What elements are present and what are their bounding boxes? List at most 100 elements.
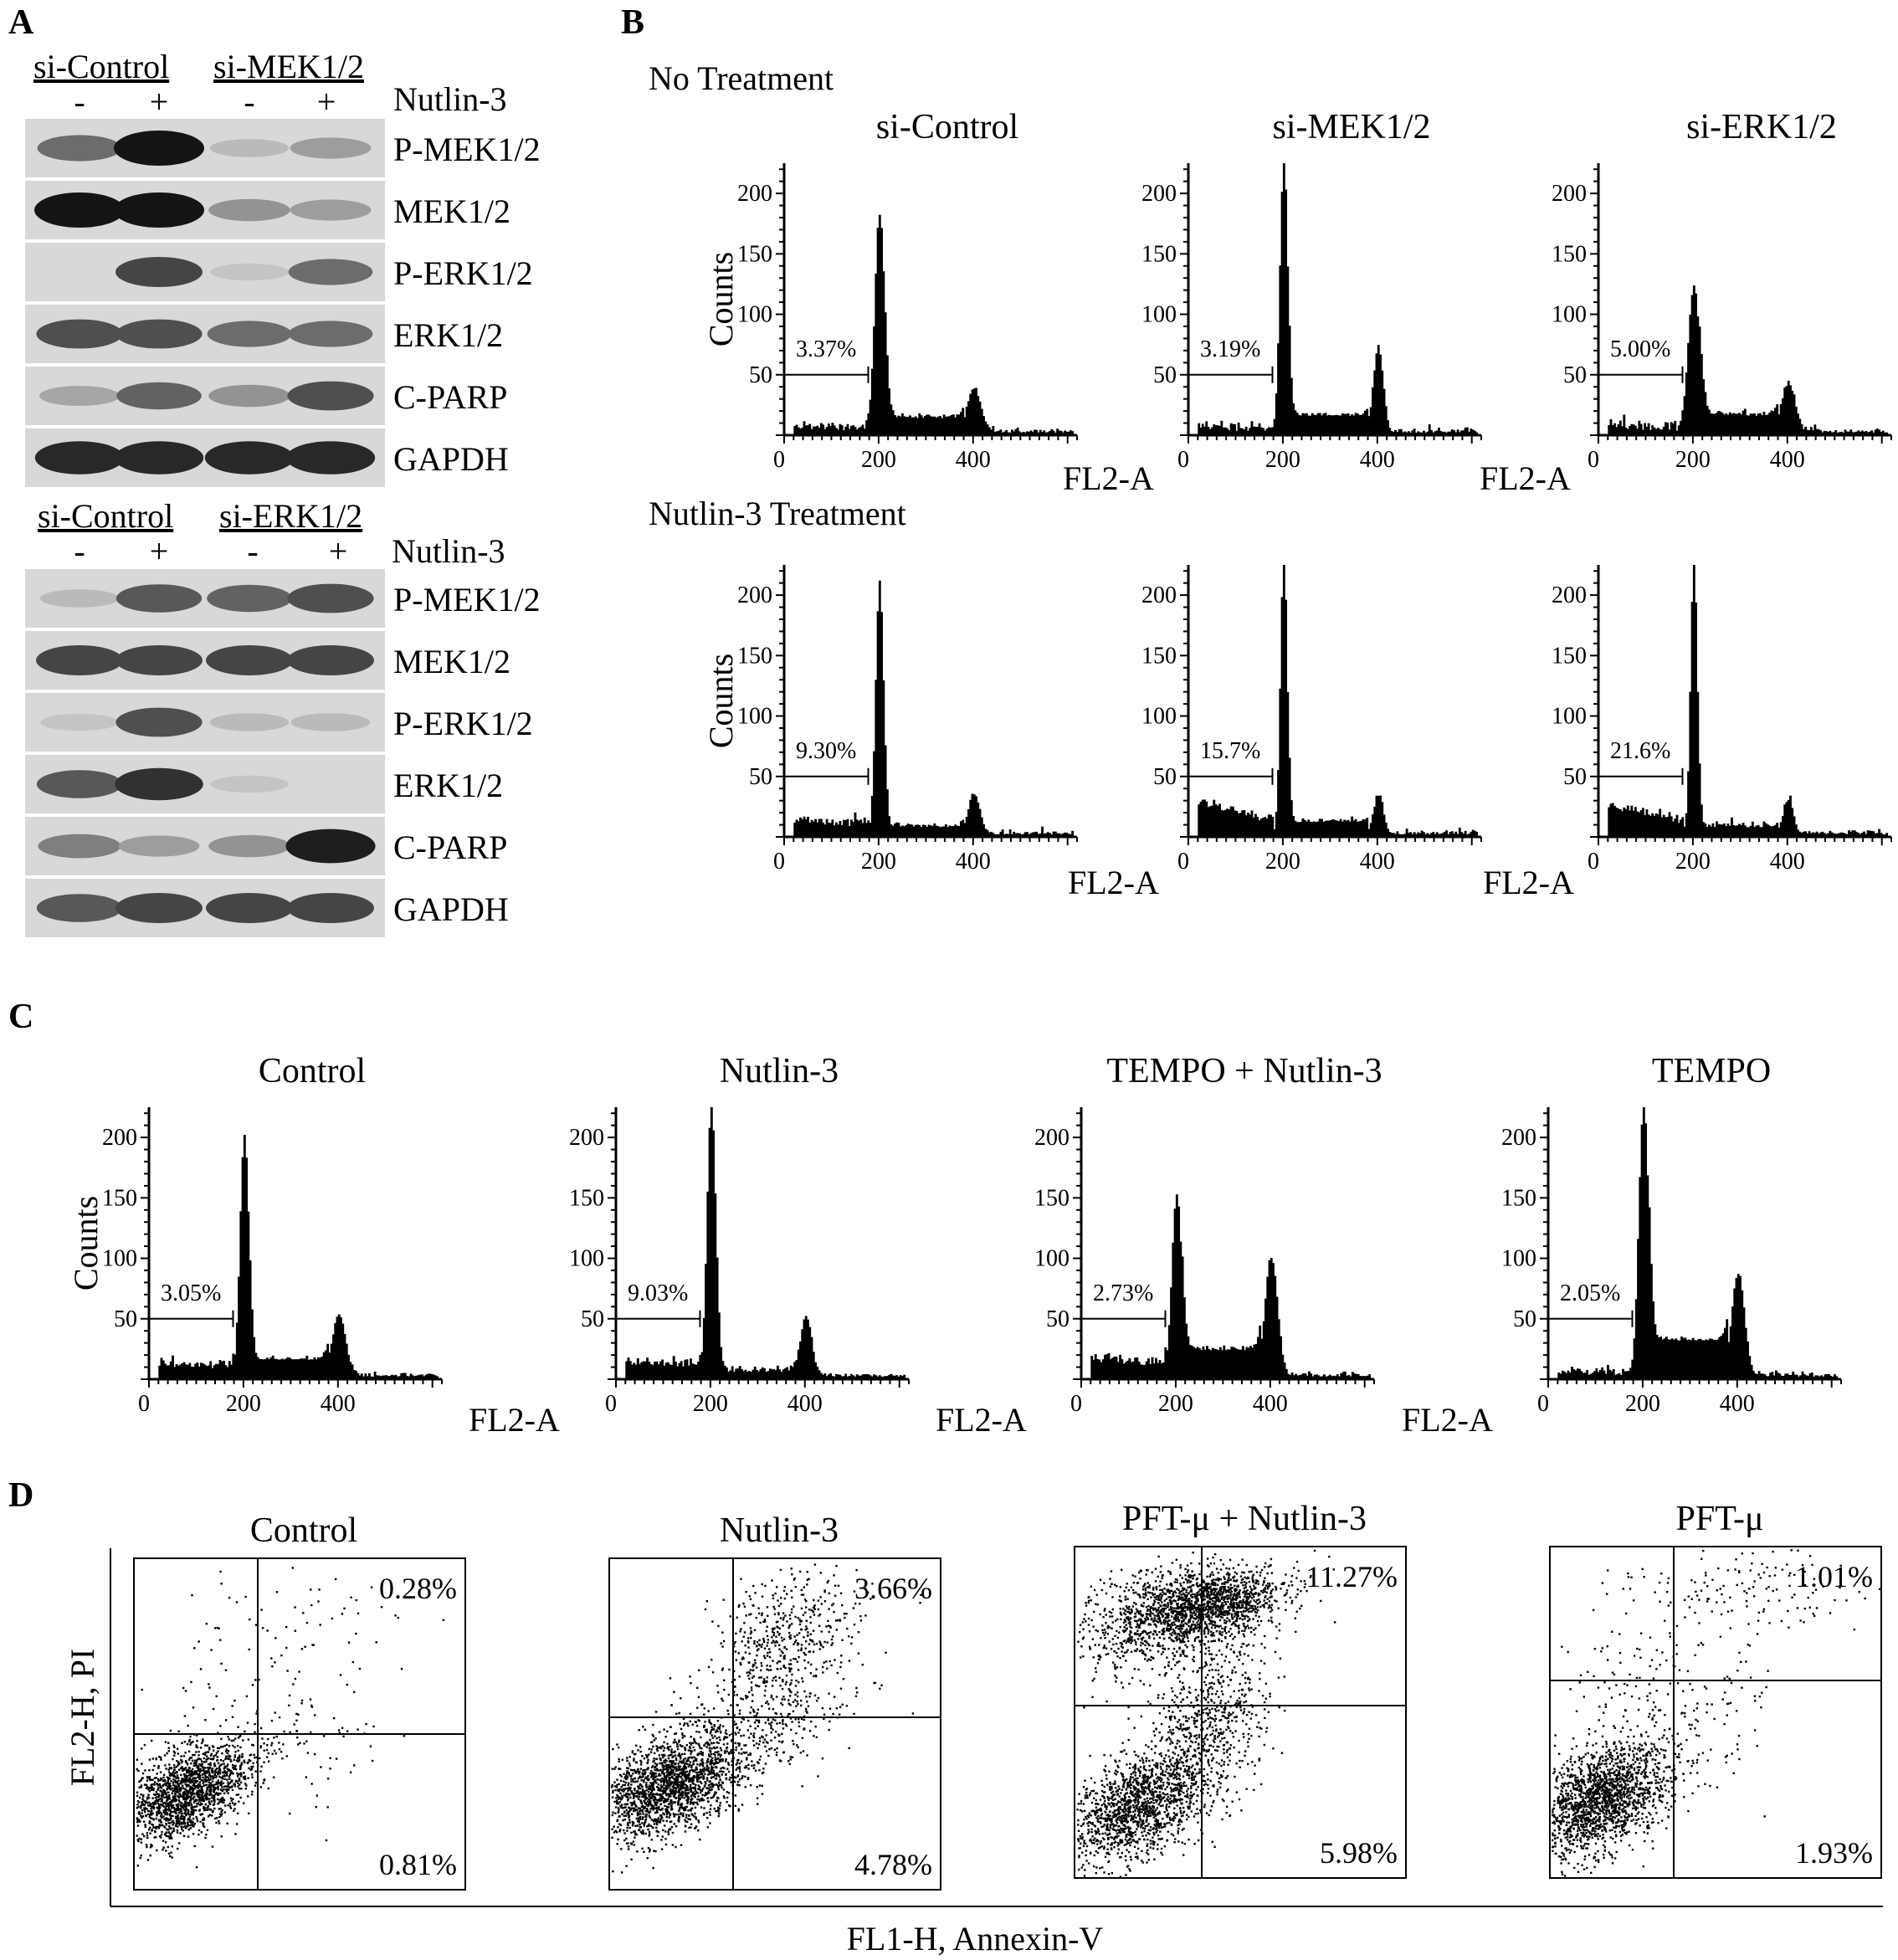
- scatter-point: [173, 1746, 176, 1749]
- scatter-point: [158, 1756, 161, 1758]
- scatter-point: [222, 1745, 224, 1748]
- scatter-point: [245, 1784, 248, 1787]
- scatter-point: [192, 1788, 195, 1791]
- scatter-point: [157, 1793, 161, 1796]
- scatter-point: [176, 1774, 179, 1777]
- scatter-point: [294, 1606, 296, 1609]
- scatter-point: [218, 1775, 221, 1778]
- histogram-bar: [396, 1376, 399, 1379]
- scatter-point: [172, 1757, 174, 1761]
- histogram-bar: [912, 826, 916, 837]
- scatter-point: [273, 1737, 275, 1739]
- histogram-bar: [1729, 1326, 1732, 1379]
- histogram-bar: [1043, 834, 1046, 837]
- scatter-point: [187, 1809, 190, 1812]
- histogram-bar: [831, 819, 834, 837]
- scatter-point: [196, 1740, 198, 1742]
- histogram-bar: [1711, 413, 1715, 435]
- scatter-point: [313, 1714, 316, 1716]
- histogram-bar: [1372, 387, 1374, 435]
- histogram-bar: [224, 1365, 228, 1379]
- scatter-point: [218, 1819, 220, 1823]
- histogram-bar: [417, 1375, 420, 1379]
- histogram-bar: [1198, 804, 1201, 837]
- scatter-point: [380, 1605, 383, 1609]
- blot-band: [290, 137, 372, 159]
- scatter-point: [617, 1746, 620, 1749]
- histogram-bar: [950, 826, 953, 837]
- histogram-bar: [1100, 1362, 1103, 1379]
- scatter-point: [680, 1806, 683, 1809]
- histogram-bar: [837, 1374, 840, 1379]
- histogram-bar: [1238, 1349, 1241, 1379]
- histogram-bar: [840, 1376, 844, 1379]
- histogram-bar: [1630, 423, 1634, 435]
- scatter-point: [136, 1865, 140, 1867]
- histogram-bar: [1793, 394, 1796, 435]
- histogram-bar: [727, 1371, 731, 1379]
- scatter-point: [136, 1768, 138, 1771]
- histogram-bar: [1208, 428, 1212, 435]
- histogram-bar: [1028, 431, 1031, 435]
- scatter-point: [625, 1814, 628, 1817]
- scatter-point: [204, 1744, 207, 1747]
- histogram-bar: [394, 1374, 398, 1379]
- scatter-point: [236, 1772, 239, 1775]
- histogram-bar: [1398, 428, 1401, 435]
- scatter-point: [182, 1787, 185, 1789]
- histogram-bar: [1780, 1376, 1783, 1379]
- histogram-bar: [1738, 413, 1741, 435]
- histogram-bar: [1817, 428, 1820, 435]
- histogram-bar: [944, 416, 947, 435]
- histogram-bar: [1058, 430, 1061, 435]
- scatter-point: [212, 1778, 214, 1780]
- scatter-point: [202, 1768, 205, 1772]
- scatter-point: [687, 1818, 690, 1820]
- histogram-bar: [1732, 413, 1736, 435]
- histogram-bar: [1285, 1368, 1288, 1379]
- histogram-bar: [1008, 432, 1012, 435]
- histogram-bar: [803, 816, 806, 837]
- histogram-bar: [1706, 1340, 1710, 1379]
- scatter-point: [150, 1843, 152, 1846]
- histogram-bar: [1237, 423, 1240, 435]
- scatter-point: [160, 1787, 163, 1789]
- scatter-point: [240, 1762, 244, 1764]
- scatter-point: [209, 1783, 213, 1786]
- histogram-bar: [1836, 432, 1839, 435]
- histogram-bar: [1323, 1374, 1326, 1379]
- scatter-point: [225, 1774, 228, 1777]
- histogram-bar: [920, 827, 923, 837]
- histogram-bar: [1136, 1357, 1139, 1379]
- scatter-point: [654, 1850, 657, 1853]
- scatter-point: [223, 1771, 225, 1774]
- histogram-bar: [1868, 431, 1871, 435]
- scatter-point: [623, 1783, 627, 1787]
- histogram-bar: [1634, 1299, 1638, 1379]
- histogram-bar: [873, 1374, 875, 1379]
- scatter-point: [172, 1796, 175, 1799]
- scatter-point: [702, 1778, 705, 1780]
- scatter-point: [164, 1841, 167, 1844]
- histogram-bar: [1231, 806, 1234, 837]
- histogram-bar: [1126, 1360, 1130, 1379]
- scatter-point: [183, 1788, 186, 1790]
- histogram-bar: [995, 431, 998, 435]
- histogram-bar: [1339, 415, 1342, 435]
- scatter-point: [168, 1804, 171, 1807]
- scatter-point: [227, 1736, 229, 1738]
- scatter-point: [172, 1771, 175, 1773]
- scatter-point: [717, 1788, 721, 1791]
- scatter-point: [295, 1712, 298, 1716]
- scatter-point: [212, 1775, 215, 1778]
- scatter-point: [270, 1719, 274, 1722]
- scatter-point: [152, 1819, 156, 1821]
- scatter-point: [141, 1816, 143, 1819]
- scatter-point: [214, 1627, 217, 1629]
- histogram-bar: [256, 1357, 259, 1379]
- blot-row-label: P-MEK1/2: [393, 581, 541, 618]
- scatter-point: [248, 1812, 250, 1815]
- histogram-bar: [763, 1368, 766, 1379]
- scatter-point: [177, 1730, 180, 1732]
